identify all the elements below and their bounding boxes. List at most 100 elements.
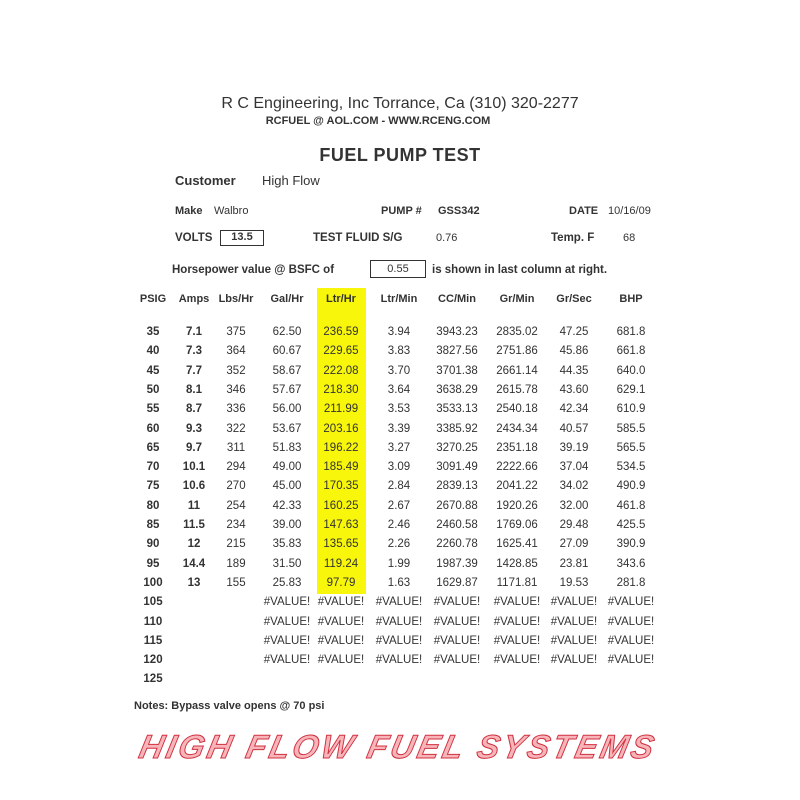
table-cell: 3270.25 (436, 441, 478, 454)
table-cell: 58.67 (272, 364, 302, 377)
table-cell: 147.63 (323, 519, 359, 531)
table-cell: 47.25 (559, 326, 589, 338)
column-header: BHP (619, 293, 643, 305)
table-cell: 1.63 (387, 576, 411, 589)
table-cell: 57.67 (272, 383, 302, 396)
table-cell: 270 (226, 480, 246, 493)
table-cell: 45 (146, 364, 160, 377)
table-cell: 12 (187, 538, 201, 551)
table-cell: 8.7 (186, 403, 202, 416)
table-cell: 215 (226, 538, 246, 551)
table-cell: 100 (143, 576, 163, 589)
table-cell: 34.02 (559, 480, 589, 493)
table-cell: 40.57 (559, 422, 589, 435)
table-cell: 3091.49 (436, 461, 478, 474)
table-cell: 343.6 (616, 557, 646, 570)
column-header: CC/Min (438, 293, 476, 305)
table-cell: 115 (143, 634, 163, 647)
table-cell: 7.3 (186, 345, 202, 358)
table-cell: 3.53 (387, 403, 411, 416)
table-cell: 375 (226, 326, 246, 338)
table-cell: #VALUE! (375, 654, 423, 667)
table-cell: 1625.41 (496, 538, 538, 551)
table-cell: 2670.88 (436, 499, 478, 512)
table-cell: 3827.56 (436, 345, 478, 358)
table-cell: 119.24 (323, 557, 359, 570)
table-cell: #VALUE! (550, 596, 598, 609)
table-cell: 23.81 (559, 557, 589, 570)
table-cell: #VALUE! (607, 615, 655, 628)
table-cell: #VALUE! (375, 634, 423, 647)
table-cell: 629.1 (616, 383, 646, 396)
table-cell: 203.16 (323, 422, 359, 435)
table-cell: 2.46 (387, 519, 411, 531)
table-cell: 11 (187, 499, 201, 512)
table-cell: 2.26 (387, 538, 411, 551)
volts-value: 13.5 (220, 230, 264, 246)
table-cell: 85 (146, 519, 160, 531)
table-cell: 189 (226, 557, 246, 570)
table-cell: 211.99 (323, 403, 359, 416)
table-cell: 97.79 (326, 576, 356, 589)
table-cell: 364 (226, 345, 246, 358)
page-title: FUEL PUMP TEST (319, 145, 481, 165)
table-cell: 3943.23 (436, 326, 478, 338)
table-cell: 95 (146, 557, 160, 570)
pump-value: GSS342 (438, 205, 480, 217)
table-cell: 56.00 (272, 403, 302, 416)
table-cell: 234 (226, 519, 246, 531)
table-cell: 2260.78 (436, 538, 478, 551)
table-cell: 336 (226, 403, 246, 416)
company-contact: RCFUEL @ AOL.COM - WWW.RCENG.COM (265, 115, 491, 127)
table-cell: 2751.86 (496, 345, 538, 358)
table-cell: 9.3 (186, 422, 202, 435)
table-cell: 3.64 (387, 383, 411, 396)
table-cell: 125 (143, 673, 163, 686)
table-cell: 322 (226, 422, 246, 435)
table-cell: 160.25 (323, 499, 359, 512)
table-cell: 196.22 (323, 441, 359, 454)
table-cell: 45.86 (559, 345, 589, 358)
table-cell: #VALUE! (433, 596, 481, 609)
table-cell: 3.39 (387, 422, 411, 435)
table-cell: 7.1 (186, 326, 202, 338)
company-line: R C Engineering, Inc Torrance, Ca (310) … (221, 95, 579, 112)
watermark: HIGH FLOW FUEL SYSTEMS (136, 728, 661, 766)
customer-value: High Flow (262, 173, 320, 188)
customer-label: Customer (175, 173, 236, 188)
table-cell: 27.09 (559, 538, 589, 551)
table-cell: 8.1 (186, 383, 202, 396)
table-cell: 229.65 (323, 345, 359, 358)
table-cell: 62.50 (272, 326, 302, 338)
make-value: Walbro (214, 205, 249, 217)
table-cell: #VALUE! (433, 634, 481, 647)
table-cell: 42.34 (559, 403, 589, 416)
table-cell: 3385.92 (436, 422, 478, 435)
table-cell: 2.84 (387, 480, 411, 493)
table-cell: #VALUE! (607, 634, 655, 647)
table-cell: 2041.22 (496, 480, 538, 493)
table-cell: 1428.85 (496, 557, 538, 570)
table-cell: #VALUE! (493, 615, 541, 628)
table-cell: 2460.58 (436, 519, 478, 531)
table-cell: 2839.13 (436, 480, 478, 493)
table-cell: 170.35 (323, 480, 359, 493)
table-cell: 346 (226, 383, 246, 396)
table-cell: 19.53 (559, 576, 589, 589)
table-cell: 534.5 (616, 461, 646, 474)
table-cell: 39.19 (559, 441, 589, 454)
table-cell: 110 (143, 615, 163, 628)
column-header: Lbs/Hr (218, 293, 254, 305)
table-cell: 14.4 (182, 557, 206, 570)
table-cell: 461.8 (616, 499, 646, 512)
table-cell: 218.30 (323, 383, 359, 396)
table-cell: 31.50 (272, 557, 302, 570)
table-cell: 681.8 (616, 326, 646, 338)
table-cell: 565.5 (616, 441, 646, 454)
column-header: Gal/Hr (270, 293, 304, 305)
table-cell: 610.9 (616, 403, 646, 416)
table-cell: 75 (146, 480, 160, 493)
table-cell: 135.65 (323, 538, 359, 551)
table-cell: 585.5 (616, 422, 646, 435)
column-header: Ltr/Min (380, 293, 418, 305)
